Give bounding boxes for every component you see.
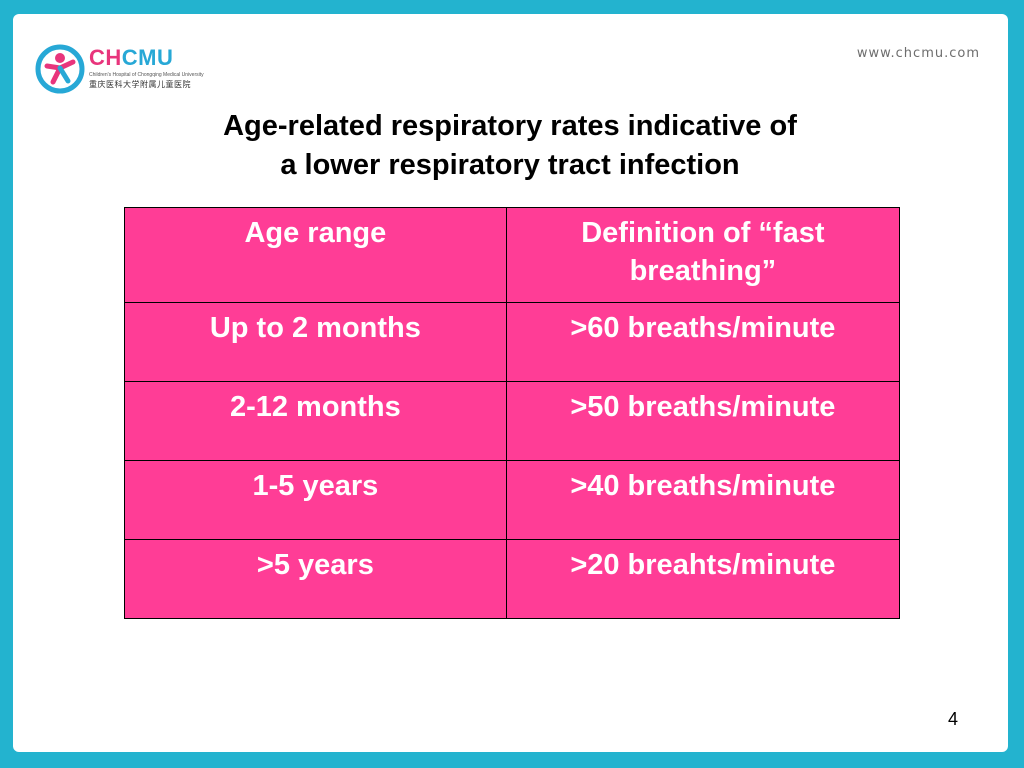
page-number: 4 xyxy=(947,709,958,729)
hospital-logo-icon xyxy=(35,44,85,94)
header-age-range: Age range xyxy=(124,207,507,303)
age-range-cell: 2-12 months xyxy=(124,381,507,461)
logo-subtitle-english: Children's Hospital of Chongqing Medical… xyxy=(89,72,204,78)
table-row: 1-5 years >40 breaths/minute xyxy=(124,460,901,540)
breathing-rate-cell: >20 breahts/minute xyxy=(505,539,901,619)
breathing-rate-cell: >50 breaths/minute xyxy=(505,381,901,461)
slide-title-line-1: Age-related respiratory rates indicative… xyxy=(223,110,797,142)
slide: CHCMU Children's Hospital of Chongqing M… xyxy=(13,14,1008,752)
logo-wordmark: CHCMU xyxy=(89,45,174,70)
age-range-cell: >5 years xyxy=(124,539,507,619)
table-row: 2-12 months >50 breaths/minute xyxy=(124,381,901,461)
logo-subtitle-chinese: 重庆医科大学附属儿童医院 xyxy=(89,80,191,89)
breathing-rate-cell: >60 breaths/minute xyxy=(505,302,901,382)
site-url: www.chcmu.com xyxy=(856,46,980,61)
header-fast-breathing-definition: Definition of “fast breathing” xyxy=(505,207,901,303)
table-row: >5 years >20 breahts/minute xyxy=(124,539,901,619)
chcmu-logo: CHCMU Children's Hospital of Chongqing M… xyxy=(35,44,204,102)
table-header-row: Age range Definition of “fast breathing” xyxy=(124,207,901,303)
age-range-cell: Up to 2 months xyxy=(124,302,507,382)
age-range-cell: 1-5 years xyxy=(124,460,507,540)
table-row: Up to 2 months >60 breaths/minute xyxy=(124,302,901,382)
slide-title-line-2: a lower respiratory tract infection xyxy=(280,149,740,181)
slide-title: Age-related respiratory rates indicative… xyxy=(110,107,910,185)
respiratory-rates-table: Age range Definition of “fast breathing”… xyxy=(124,207,901,619)
breathing-rate-cell: >40 breaths/minute xyxy=(505,460,901,540)
